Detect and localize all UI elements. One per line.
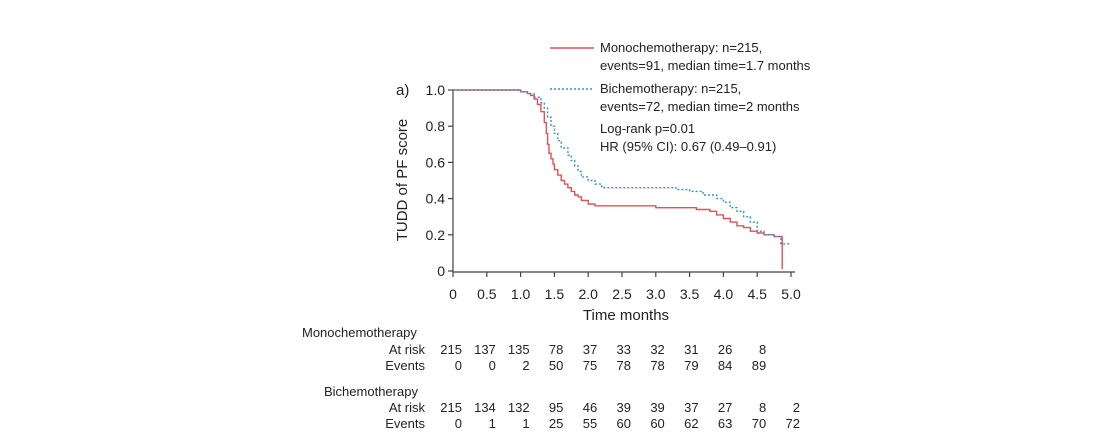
risk-cell: 70 bbox=[752, 416, 766, 431]
logrank-annotation: Log-rank p=0.01 bbox=[600, 121, 695, 136]
risk-row-header-at-risk: At risk bbox=[389, 400, 426, 415]
bi-events-row: 0 1 1 25 55 60 60 62 63 70 72 bbox=[455, 416, 800, 431]
hr-annotation: HR (95% CI): 0.67 (0.49–0.91) bbox=[600, 139, 776, 154]
risk-cell: 55 bbox=[583, 416, 597, 431]
risk-cell: 60 bbox=[617, 416, 631, 431]
risk-cell: 1 bbox=[522, 416, 529, 431]
risk-cell: 33 bbox=[617, 342, 631, 357]
y-ticks: 0 0.2 0.4 0.6 0.8 1.0 bbox=[426, 82, 453, 279]
mono-events-row: 0 0 2 50 75 78 78 79 84 89 bbox=[455, 358, 766, 373]
curve-monochemotherapy bbox=[453, 89, 783, 270]
risk-cell: 37 bbox=[684, 400, 698, 415]
risk-row-header-events: Events bbox=[385, 358, 425, 373]
risk-cell: 8 bbox=[759, 342, 766, 357]
legend-bi-line1: Bichemotherapy: n=215, bbox=[600, 81, 741, 96]
mono-at-risk-row: 215 137 135 78 37 33 32 31 26 8 bbox=[440, 342, 766, 357]
risk-cell: 63 bbox=[718, 416, 732, 431]
risk-cell: 78 bbox=[549, 342, 563, 357]
risk-cell: 0 bbox=[455, 358, 462, 373]
x-tick-label: 4.0 bbox=[714, 286, 734, 302]
x-ticks: 0 0.5 1.0 1.5 2.0 2.5 3.0 3.5 4.0 4.5 5.0 bbox=[449, 272, 801, 302]
survival-curves bbox=[453, 89, 791, 270]
risk-cell: 39 bbox=[650, 400, 664, 415]
risk-cell: 137 bbox=[474, 342, 496, 357]
risk-cell: 0 bbox=[455, 416, 462, 431]
legend-bi-line2: events=72, median time=2 months bbox=[600, 99, 800, 114]
risk-cell: 31 bbox=[684, 342, 698, 357]
risk-cell: 60 bbox=[650, 416, 664, 431]
risk-group-bichemotherapy: Bichemotherapy bbox=[324, 384, 418, 399]
x-tick-label: 2.0 bbox=[578, 286, 598, 302]
risk-cell: 75 bbox=[583, 358, 597, 373]
x-tick-label: 4.5 bbox=[747, 286, 767, 302]
risk-cell: 2 bbox=[793, 400, 800, 415]
risk-cell: 2 bbox=[522, 358, 529, 373]
risk-cell: 0 bbox=[489, 358, 496, 373]
risk-cell: 32 bbox=[650, 342, 664, 357]
risk-cell: 215 bbox=[440, 342, 462, 357]
bi-at-risk-row: 215 134 132 95 46 39 39 37 27 8 2 bbox=[440, 400, 800, 415]
risk-cell: 8 bbox=[759, 400, 766, 415]
risk-cell: 27 bbox=[718, 400, 732, 415]
y-tick-label: 0.2 bbox=[426, 227, 446, 243]
y-axis-label: TUDD of PF score bbox=[394, 119, 411, 242]
y-tick-label: 1.0 bbox=[426, 82, 446, 98]
risk-cell: 37 bbox=[583, 342, 597, 357]
risk-cell: 132 bbox=[508, 400, 530, 415]
risk-cell: 84 bbox=[718, 358, 732, 373]
legend: Monochemotherapy: n=215, events=91, medi… bbox=[550, 40, 811, 154]
risk-cell: 134 bbox=[474, 400, 496, 415]
risk-cell: 95 bbox=[549, 400, 563, 415]
x-tick-label: 3.0 bbox=[646, 286, 666, 302]
x-tick-label: 0 bbox=[449, 286, 457, 302]
legend-mono-line1: Monochemotherapy: n=215, bbox=[600, 40, 762, 55]
y-tick-label: 0 bbox=[437, 263, 445, 279]
x-tick-label: 1.0 bbox=[511, 286, 531, 302]
risk-cell: 50 bbox=[549, 358, 563, 373]
risk-cell: 46 bbox=[583, 400, 597, 415]
risk-table: Monochemotherapy At risk Events 215 137 13… bbox=[302, 325, 800, 431]
y-tick-label: 0.6 bbox=[426, 154, 446, 170]
curve-bichemotherapy bbox=[453, 89, 791, 245]
risk-cell: 26 bbox=[718, 342, 732, 357]
y-tick-label: 0.8 bbox=[426, 118, 446, 134]
x-tick-label: 2.5 bbox=[612, 286, 632, 302]
risk-cell: 135 bbox=[508, 342, 530, 357]
risk-cell: 25 bbox=[549, 416, 563, 431]
risk-cell: 215 bbox=[440, 400, 462, 415]
x-tick-label: 5.0 bbox=[781, 286, 801, 302]
risk-row-header-at-risk: At risk bbox=[389, 342, 426, 357]
legend-mono-line2: events=91, median time=1.7 months bbox=[600, 58, 811, 73]
risk-cell: 1 bbox=[489, 416, 496, 431]
x-tick-label: 0.5 bbox=[477, 286, 497, 302]
panel-label: a) bbox=[396, 82, 409, 99]
risk-cell: 62 bbox=[684, 416, 698, 431]
risk-row-header-events: Events bbox=[385, 416, 425, 431]
risk-cell: 89 bbox=[752, 358, 766, 373]
risk-cell: 72 bbox=[786, 416, 800, 431]
risk-cell: 79 bbox=[684, 358, 698, 373]
risk-cell: 78 bbox=[617, 358, 631, 373]
risk-cell: 39 bbox=[617, 400, 631, 415]
y-tick-label: 0.4 bbox=[426, 191, 446, 207]
risk-group-monochemotherapy: Monochemotherapy bbox=[302, 325, 417, 340]
x-axis-label: Time months bbox=[583, 307, 669, 324]
risk-cell: 78 bbox=[650, 358, 664, 373]
x-tick-label: 3.5 bbox=[680, 286, 700, 302]
x-tick-label: 1.5 bbox=[545, 286, 565, 302]
